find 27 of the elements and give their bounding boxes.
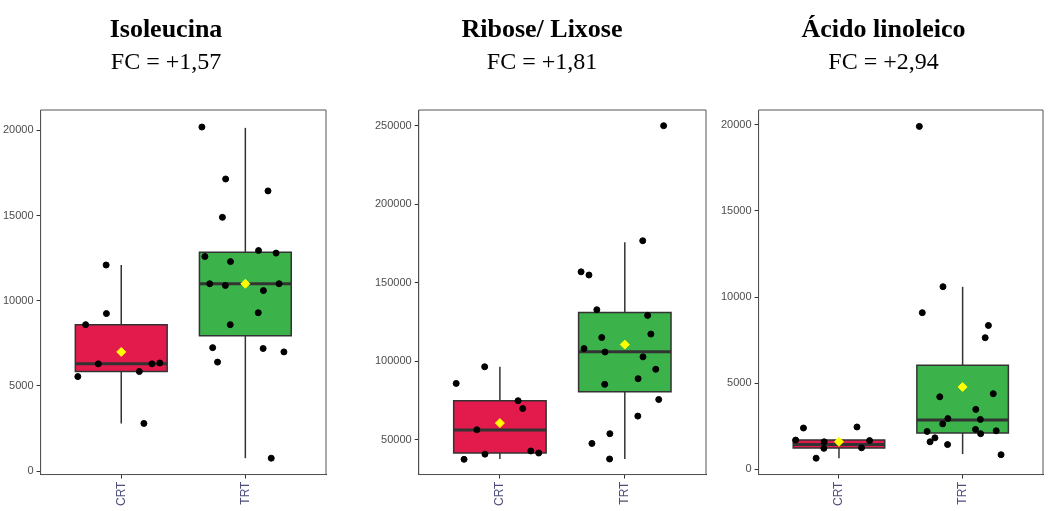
y-tick-label: 5000 — [727, 376, 752, 389]
y-tick-label: 100000 — [374, 354, 412, 367]
y-tick-label: 50000 — [381, 433, 412, 446]
y-tick-label: 0 — [745, 462, 752, 475]
x-tick-label: TRT — [954, 480, 969, 505]
y-tick-label: 15000 — [2, 208, 34, 221]
y-tick-label: 0 — [27, 464, 34, 477]
chart-title: Ácido linoleico — [800, 14, 967, 45]
x-tick-label: CRT — [492, 480, 507, 507]
y-tick-label: 15000 — [720, 203, 752, 216]
y-tick-label: 250000 — [374, 118, 412, 131]
x-tick-label: TRT — [617, 480, 632, 505]
y-tick-label: 20000 — [2, 123, 34, 136]
y-tick-label: 200000 — [374, 197, 412, 210]
y-tick-label: 10000 — [2, 293, 34, 306]
chart-title: Isoleucina — [108, 14, 224, 45]
y-tick-label: 10000 — [720, 290, 752, 303]
chart-subtitle: FC = +1,57 — [109, 48, 223, 76]
chart-subtitle: FC = +1,81 — [485, 48, 599, 76]
chart-title: Ribose/ Lixose — [460, 14, 624, 45]
x-tick-label: CRT — [113, 480, 128, 507]
x-tick-label: TRT — [237, 480, 252, 505]
y-tick-label: 20000 — [720, 117, 752, 130]
y-tick-label: 150000 — [374, 275, 412, 288]
x-tick-label: CRT — [831, 480, 846, 507]
chart-subtitle: FC = +2,94 — [827, 48, 940, 76]
y-tick-label: 5000 — [9, 379, 34, 391]
